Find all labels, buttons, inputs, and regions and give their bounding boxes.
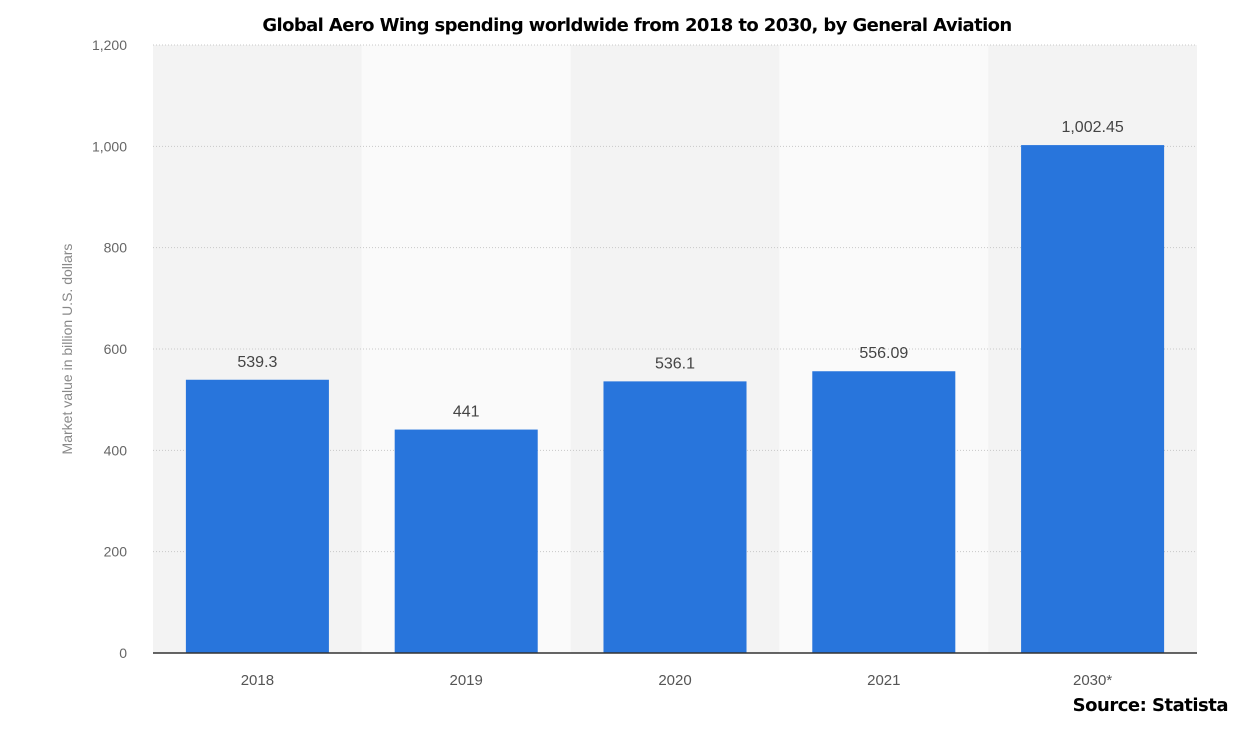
x-axis-ticks: 2018 2019 2020 2021 2030* bbox=[241, 672, 1113, 689]
y-tick-label: 1,000 bbox=[92, 138, 127, 154]
y-tick-label: 400 bbox=[104, 442, 128, 458]
data-label: 556.09 bbox=[859, 345, 908, 362]
y-tick-label: 200 bbox=[104, 544, 128, 560]
x-tick-label: 2030* bbox=[1073, 672, 1112, 689]
data-label: 441 bbox=[453, 404, 480, 421]
y-axis-label: Market value in billion U.S. dollars bbox=[59, 244, 75, 455]
x-tick-label: 2018 bbox=[241, 672, 274, 689]
data-label: 539.3 bbox=[237, 354, 277, 371]
y-axis-ticks: 0 200 400 600 800 1,000 1,200 bbox=[92, 37, 127, 661]
y-tick-label: 0 bbox=[119, 645, 127, 661]
bars bbox=[185, 145, 1165, 654]
y-tick-label: 600 bbox=[104, 341, 128, 357]
y-tick-label: 1,200 bbox=[92, 37, 127, 53]
bar-2021 bbox=[812, 371, 956, 653]
bar-2019 bbox=[394, 429, 538, 653]
source-note: Source: Statista bbox=[1073, 695, 1228, 716]
bar-2020 bbox=[603, 381, 747, 653]
data-labels: 539.3 441 536.1 556.09 1,002.45 bbox=[237, 119, 1123, 420]
x-tick-label: 2019 bbox=[450, 672, 483, 689]
bar-2030* bbox=[1021, 145, 1165, 654]
bar-2018 bbox=[185, 379, 329, 653]
x-tick-label: 2021 bbox=[867, 672, 900, 689]
data-label: 1,002.45 bbox=[1061, 119, 1123, 136]
data-label: 536.1 bbox=[655, 355, 695, 372]
x-tick-label: 2020 bbox=[658, 672, 691, 689]
chart-title: Global Aero Wing spending worldwide from… bbox=[262, 15, 1011, 36]
y-tick-label: 800 bbox=[104, 240, 128, 256]
